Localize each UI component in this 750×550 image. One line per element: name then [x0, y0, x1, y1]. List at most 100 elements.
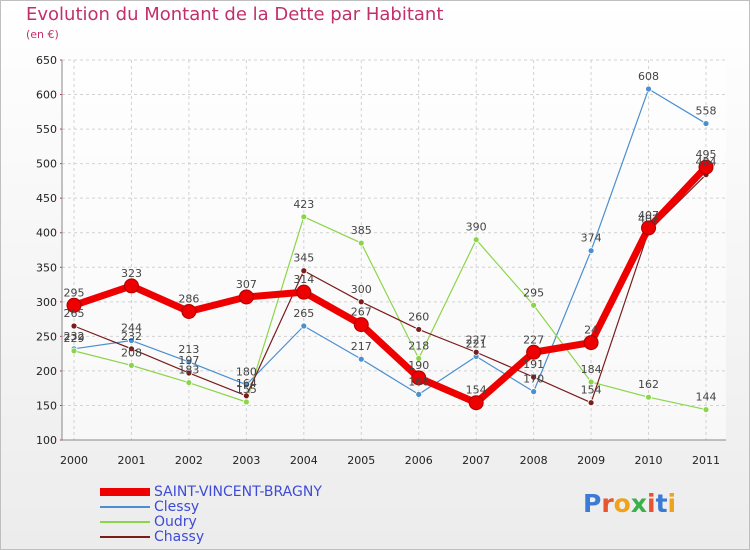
y-tick-label: 500 — [36, 158, 57, 171]
data-point — [296, 284, 312, 300]
data-label: 300 — [351, 283, 372, 296]
legend-swatch — [100, 506, 150, 508]
data-point — [70, 322, 78, 330]
data-point — [357, 355, 365, 363]
data-point — [472, 348, 480, 356]
logo-letter: i — [667, 489, 677, 518]
series-line-chassy — [73, 174, 707, 404]
logo-letter: o — [613, 489, 631, 518]
data-point — [242, 398, 250, 406]
data-point — [702, 120, 710, 127]
series-line-clessy — [73, 88, 707, 395]
logo-letter: t — [655, 489, 668, 518]
data-label: 180 — [236, 366, 257, 379]
logo-letter: r — [601, 489, 614, 518]
data-label: 407 — [638, 209, 659, 222]
data-label: 260 — [408, 310, 429, 323]
data-point — [357, 239, 365, 247]
data-label: 323 — [121, 267, 142, 280]
x-tick-label: 2004 — [290, 454, 318, 467]
logo-letter: x — [630, 489, 647, 518]
data-label: 345 — [293, 252, 314, 265]
data-point — [123, 278, 139, 294]
x-tick-label: 2011 — [692, 454, 720, 467]
data-point — [185, 379, 193, 387]
data-point — [526, 344, 542, 360]
x-tick-label: 2007 — [462, 454, 490, 467]
y-tick-label: 300 — [36, 296, 57, 309]
data-point — [411, 370, 427, 386]
y-tick-label: 350 — [36, 261, 57, 274]
data-point — [181, 303, 197, 319]
data-point — [641, 220, 657, 236]
data-label: 265 — [64, 307, 85, 320]
data-label: 390 — [466, 221, 487, 234]
data-label: 307 — [236, 278, 257, 291]
x-tick-label: 2001 — [117, 454, 145, 467]
data-label: 227 — [466, 333, 487, 346]
data-label: 197 — [178, 354, 199, 367]
data-label: 144 — [696, 391, 717, 404]
data-point — [128, 345, 135, 353]
data-label: 314 — [293, 273, 314, 286]
y-tick-label: 600 — [36, 89, 57, 102]
data-point — [415, 355, 423, 362]
data-point — [468, 395, 484, 411]
data-point — [185, 358, 193, 366]
y-tick-label: 450 — [36, 192, 57, 205]
proxiti-logo: Proxiti — [583, 489, 676, 518]
data-label: 208 — [121, 346, 142, 359]
data-label: 166 — [408, 375, 429, 388]
y-tick-label: 550 — [36, 123, 57, 136]
data-label: 385 — [351, 224, 372, 237]
data-label: 232 — [64, 330, 85, 343]
data-point — [66, 297, 82, 313]
x-tick-label: 2005 — [347, 454, 375, 467]
data-label: 218 — [408, 339, 429, 352]
data-point — [645, 393, 652, 401]
data-label: 227 — [523, 333, 544, 346]
data-label: 170 — [523, 373, 544, 386]
data-point — [583, 335, 599, 351]
data-label: 374 — [581, 232, 602, 245]
x-tick-label: 2006 — [405, 454, 433, 467]
data-label: 608 — [638, 70, 659, 83]
data-label: 286 — [178, 292, 199, 305]
data-label: 154 — [581, 384, 602, 397]
data-label: 495 — [696, 148, 717, 161]
data-point — [645, 85, 652, 93]
data-label: 162 — [638, 378, 659, 391]
data-label: 265 — [293, 307, 314, 320]
data-point — [698, 159, 714, 175]
data-label: 190 — [408, 359, 429, 372]
data-label: 154 — [466, 384, 487, 397]
data-point — [702, 406, 710, 414]
legend-label: SAINT-VINCENT-BRAGNY — [154, 484, 322, 500]
x-tick-label: 2000 — [60, 454, 88, 467]
data-point — [70, 347, 78, 355]
data-point — [242, 381, 250, 389]
data-point — [300, 322, 308, 330]
data-point — [128, 337, 135, 344]
data-label: 558 — [696, 105, 717, 118]
data-point — [300, 267, 308, 275]
data-point — [415, 390, 423, 398]
legend-swatch — [100, 521, 150, 523]
legend-label: Oudry — [154, 514, 197, 530]
data-point — [530, 388, 538, 396]
x-tick-label: 2009 — [577, 454, 605, 467]
data-label: 295 — [523, 286, 544, 299]
data-label: 267 — [351, 306, 372, 319]
y-tick-label: 200 — [36, 365, 57, 378]
data-label: 232 — [121, 330, 142, 343]
y-tick-label: 400 — [36, 227, 57, 240]
data-point — [128, 361, 135, 369]
legend-swatch — [100, 488, 150, 496]
data-label: 244 — [121, 322, 142, 335]
data-label: 191 — [523, 358, 544, 371]
plot-area — [62, 60, 726, 440]
y-tick-label: 100 — [36, 434, 57, 447]
x-tick-label: 2002 — [175, 454, 203, 467]
data-point — [238, 289, 254, 305]
